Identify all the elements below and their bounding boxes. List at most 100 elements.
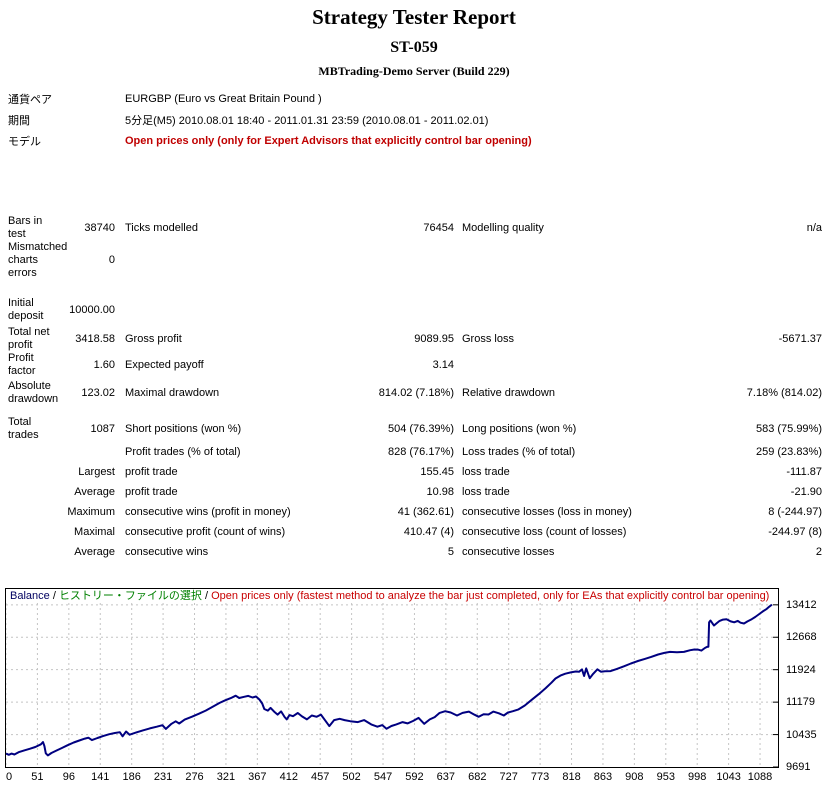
x-axis-tick-label: 637 bbox=[436, 771, 456, 783]
x-axis-tick-label: 0 bbox=[6, 771, 13, 783]
balance-curve-svg bbox=[6, 603, 778, 767]
x-axis-tick-label: 592 bbox=[405, 771, 424, 783]
results-cell-c1: Absolute drawdown bbox=[8, 380, 59, 405]
results-cell-c5: Modelling quality bbox=[462, 221, 544, 234]
chart-model-label: Open prices only (fastest method to anal… bbox=[211, 590, 770, 602]
results-cell-c4: 9089.95 bbox=[414, 332, 454, 345]
results-cell-c6: -21.90 bbox=[790, 485, 822, 498]
results-cell-c3: Profit trades (% of total) bbox=[125, 445, 241, 458]
chart-separator: / bbox=[201, 590, 212, 602]
results-row: Total trades 1087 Short positions (won %) 5… bbox=[8, 416, 822, 442]
x-axis-tick-label: 367 bbox=[248, 771, 267, 783]
results-cell-c3: Expected payoff bbox=[125, 358, 204, 371]
results-cell-c3: profit trade bbox=[125, 465, 178, 478]
settings-label: 通貨ペア bbox=[8, 93, 52, 106]
results-row: Profit factor 1.60 Expected payoff 3.14 bbox=[8, 352, 822, 378]
x-axis-tick-label: 773 bbox=[530, 771, 550, 783]
results-cell-c1: Total net profit bbox=[8, 326, 50, 351]
results-row: Average profit trade 10.98 loss trade -21.90 bbox=[8, 482, 822, 502]
results-cell-c2: 3418.58 bbox=[75, 332, 115, 345]
results-cell-c2: 10000.00 bbox=[69, 303, 115, 316]
settings-row: 通貨ペア EURGBP (Euro vs Great Britain Pound … bbox=[8, 88, 820, 109]
results-cell-c4: 76454 bbox=[423, 221, 454, 234]
x-axis-tick-label: 1088 bbox=[747, 771, 773, 783]
results-row: Absolute drawdown 123.02 Maximal drawdown 8… bbox=[8, 380, 822, 406]
x-axis-tick-label: 682 bbox=[468, 771, 487, 783]
results-cell-c4: 814.02 (7.18%) bbox=[378, 386, 454, 399]
report-title: Strategy Tester Report bbox=[312, 5, 516, 29]
results-cell-c2: 1087 bbox=[90, 422, 115, 435]
chart-header: Balance / ヒストリー・ファイルの選択 / Open prices on… bbox=[10, 590, 775, 602]
results-cell-c3: Maximal drawdown bbox=[125, 386, 220, 399]
x-axis-tick-label: 457 bbox=[310, 771, 330, 783]
report-server: MBTrading-Demo Server (Build 229) bbox=[318, 64, 510, 78]
results-cell-c4: 41 (362.61) bbox=[397, 505, 454, 518]
results-cell-c1: Mismatched charts errors bbox=[8, 241, 68, 279]
y-axis-tick-label: 11924 bbox=[786, 663, 816, 676]
results-cell-c3: consecutive profit (count of wins) bbox=[125, 525, 286, 538]
results-row: Total net profit 3418.58 Gross profit 9089.… bbox=[8, 326, 822, 352]
results-cell-c3: consecutive wins (profit in money) bbox=[125, 505, 291, 518]
results-cell-c3: Short positions (won %) bbox=[125, 422, 242, 435]
settings-row: モデル Open prices only (only for Expert Adv… bbox=[8, 130, 820, 151]
x-axis-tick-label: 727 bbox=[499, 771, 518, 783]
results-cell-c6: 7.18% (814.02) bbox=[746, 386, 822, 399]
settings-label: 期間 bbox=[8, 114, 30, 127]
results-cell-c3: Gross profit bbox=[125, 332, 182, 345]
x-axis-tick-label: 863 bbox=[593, 771, 613, 783]
results-row: Initial deposit 10000.00 bbox=[8, 297, 822, 323]
results-cell-c2: 38740 bbox=[84, 221, 115, 234]
settings-label: モデル bbox=[8, 135, 41, 148]
results-cell-c5: Relative drawdown bbox=[462, 386, 555, 399]
results-cell-c5: loss trade bbox=[462, 465, 510, 478]
results-cell-c6: 583 (75.99%) bbox=[755, 422, 822, 435]
report-header: Strategy Tester Report ST-059 MBTrading-… bbox=[0, 0, 828, 79]
results-cell-c4: 828 (76.17%) bbox=[387, 445, 454, 458]
y-axis-tick-label: 13412 bbox=[786, 598, 817, 611]
test-settings-table: 通貨ペア EURGBP (Euro vs Great Britain Pound … bbox=[8, 88, 820, 151]
results-row: Largest profit trade 155.45 loss trade -111.… bbox=[8, 462, 822, 482]
results-cell-c2: 0 bbox=[108, 254, 115, 266]
results-cell-c6: -244.97 (8) bbox=[768, 525, 822, 538]
results-cell-c2: Largest bbox=[78, 465, 115, 478]
x-axis-tick-label: 908 bbox=[625, 771, 644, 783]
balance-chart-plot-area: Balance / ヒストリー・ファイルの選択 / Open prices on… bbox=[5, 588, 779, 768]
y-axis-tick-label: 10435 bbox=[786, 728, 817, 741]
x-axis-tick-label: 141 bbox=[91, 771, 110, 783]
results-row: Maximum consecutive wins (profit in money… bbox=[8, 502, 822, 522]
y-axis-tick-label: 9691 bbox=[786, 761, 811, 773]
results-cell-c6: -5671.37 bbox=[778, 332, 822, 345]
results-cell-c6: 8 (-244.97) bbox=[768, 505, 822, 518]
results-cell-c6: 2 bbox=[815, 545, 822, 558]
results-cell-c2: 123.02 bbox=[81, 386, 115, 399]
chart-balance-label: Balance bbox=[10, 590, 50, 602]
results-cell-c3: consecutive wins bbox=[125, 545, 209, 558]
results-cell-c1: Bars in test bbox=[8, 215, 43, 240]
x-axis-tick-label: 51 bbox=[31, 771, 44, 783]
x-axis-tick-label: 502 bbox=[342, 771, 361, 783]
results-cell-c3: profit trade bbox=[125, 485, 178, 498]
results-cell-c1: Initial deposit bbox=[8, 297, 44, 322]
results-cell-c5: consecutive loss (count of losses) bbox=[462, 525, 627, 538]
chart-separator: / bbox=[49, 590, 59, 602]
results-cell-c6: -111.87 bbox=[786, 465, 822, 478]
results-cell-c4: 504 (76.39%) bbox=[387, 422, 454, 435]
x-axis-tick-label: 231 bbox=[153, 771, 173, 783]
x-axis-tick-label: 818 bbox=[562, 771, 581, 783]
results-cell-c5: Long positions (won %) bbox=[462, 422, 577, 435]
x-axis-tick-label: 1043 bbox=[716, 771, 741, 783]
results-cell-c4: 3.14 bbox=[432, 358, 454, 371]
results-cell-c2: Maximal bbox=[74, 525, 115, 538]
x-axis-tick-label: 96 bbox=[62, 771, 75, 783]
results-cell-c6: n/a bbox=[806, 221, 822, 234]
results-table: Bars in test 38740 Ticks modelled 76454 Mode… bbox=[8, 215, 822, 562]
x-axis-tick-label: 186 bbox=[122, 771, 141, 783]
results-cell-c5: consecutive losses bbox=[462, 545, 555, 558]
results-row: Average consecutive wins 5 consecutive loss… bbox=[8, 542, 822, 562]
results-cell-c4: 410.47 (4) bbox=[403, 525, 454, 538]
x-axis-tick-label: 953 bbox=[656, 771, 675, 783]
results-cell-c2: 1.60 bbox=[93, 358, 115, 371]
settings-value: Open prices only (only for Expert Adviso… bbox=[125, 134, 532, 147]
settings-row: 期間 5分足(M5) 2010.08.01 18:40 - 2011.01.31 … bbox=[8, 109, 820, 130]
results-cell-c5: consecutive losses (loss in money) bbox=[462, 505, 632, 518]
